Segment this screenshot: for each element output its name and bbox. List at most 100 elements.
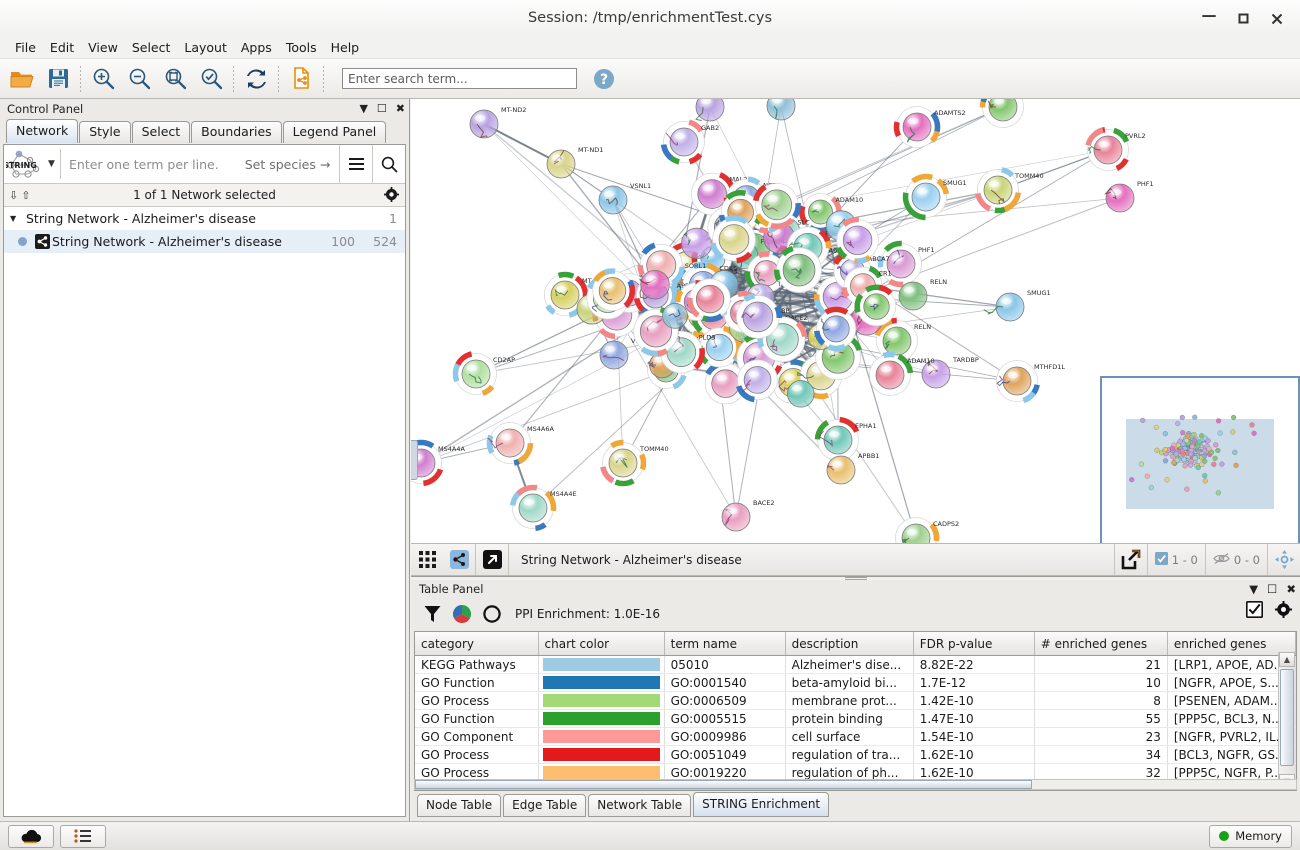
network-node[interactable]: MS4A6A bbox=[486, 422, 555, 466]
network-node[interactable]: MT-ND2 bbox=[979, 99, 1046, 128]
tab-string-enrichment[interactable]: STRING Enrichment bbox=[693, 792, 830, 817]
menu-view[interactable]: View bbox=[88, 40, 118, 55]
node-sphere[interactable] bbox=[711, 369, 740, 398]
network-item-row[interactable]: String Network - Alzheimer's disease 100… bbox=[4, 230, 405, 253]
chevron-down-icon[interactable]: ▼ bbox=[10, 214, 17, 223]
network-node[interactable] bbox=[736, 359, 778, 403]
network-node[interactable] bbox=[813, 306, 857, 352]
node-sphere[interactable] bbox=[1105, 183, 1135, 213]
node-sphere[interactable] bbox=[826, 455, 856, 485]
column-header-enriched-count[interactable]: # enriched genes bbox=[1034, 632, 1168, 656]
node-sphere[interactable] bbox=[823, 425, 853, 455]
fit-selected-icon[interactable] bbox=[193, 62, 229, 96]
network-nodes[interactable]: MT-ND2 MT-ND1 VSNL1 ADAMTS2 MT-ND2 PVRL2 TOMM4… bbox=[411, 99, 1154, 559]
menu-file[interactable]: File bbox=[15, 40, 36, 55]
node-sphere[interactable] bbox=[742, 301, 774, 333]
scrollbar-thumb[interactable] bbox=[415, 780, 1032, 789]
open-session-icon[interactable] bbox=[4, 62, 40, 96]
table-row[interactable]: GO Function GO:0001540 beta-amyloid bi... 1… bbox=[415, 673, 1296, 692]
network-node[interactable] bbox=[687, 278, 731, 323]
zoom-out-icon[interactable] bbox=[121, 62, 157, 96]
node-sphere[interactable] bbox=[518, 493, 548, 523]
network-node[interactable]: MS4A4E bbox=[509, 484, 577, 532]
chevron-down-icon[interactable]: ▼ bbox=[1249, 582, 1259, 596]
hamburger-icon[interactable] bbox=[339, 145, 372, 183]
network-node[interactable]: VSNL1 bbox=[598, 182, 651, 215]
menu-apps[interactable]: Apps bbox=[240, 40, 272, 55]
table-row[interactable]: KEGG Pathways 05010 Alzheimer's dise... 8.8… bbox=[415, 655, 1296, 674]
tab-style[interactable]: Style bbox=[79, 121, 131, 143]
annotation-arrow-icon[interactable] bbox=[476, 544, 508, 575]
network-node[interactable]: MTHFD1L bbox=[996, 360, 1066, 404]
help-icon[interactable]: ? bbox=[591, 66, 617, 92]
column-header-description[interactable]: description bbox=[785, 632, 914, 656]
node-sphere[interactable] bbox=[911, 182, 941, 212]
checkbox-checked-icon[interactable] bbox=[1246, 601, 1263, 621]
tab-legend-panel[interactable]: Legend Panel bbox=[282, 121, 387, 143]
network-node[interactable]: APBB1 bbox=[826, 452, 879, 485]
export-image-icon[interactable] bbox=[1115, 544, 1147, 575]
node-sphere[interactable] bbox=[721, 502, 751, 532]
node-sphere[interactable] bbox=[761, 189, 793, 221]
menu-layout[interactable]: Layout bbox=[184, 40, 227, 55]
node-sphere[interactable] bbox=[902, 112, 932, 142]
node-sphere[interactable] bbox=[640, 270, 670, 300]
network-node[interactable]: CD2AP bbox=[452, 351, 516, 396]
node-sphere[interactable] bbox=[882, 326, 912, 356]
network-node[interactable]: PVRL2 bbox=[766, 99, 819, 121]
network-node[interactable] bbox=[736, 293, 783, 339]
node-sphere[interactable] bbox=[822, 315, 850, 343]
network-overview-navigator[interactable] bbox=[1100, 376, 1300, 576]
column-header-chart-color[interactable]: chart color bbox=[538, 632, 665, 656]
menu-tools[interactable]: Tools bbox=[285, 40, 317, 55]
string-term-input[interactable]: Enter one term per line. Set species → bbox=[61, 145, 339, 183]
node-sphere[interactable] bbox=[495, 428, 525, 458]
search-icon[interactable] bbox=[372, 145, 405, 183]
export-network-icon[interactable] bbox=[283, 62, 319, 96]
node-sphere[interactable] bbox=[1002, 366, 1032, 396]
set-species-link[interactable]: Set species → bbox=[244, 156, 331, 172]
tab-network-table[interactable]: Network Table bbox=[588, 794, 692, 817]
node-sphere[interactable] bbox=[988, 99, 1018, 122]
zoom-in-icon[interactable] bbox=[85, 62, 121, 96]
node-sphere[interactable] bbox=[681, 227, 713, 259]
table-row[interactable]: GO Process GO:0019220 regulation of ph... 1… bbox=[415, 763, 1296, 782]
table-horizontal-scrollbar[interactable] bbox=[414, 779, 1297, 790]
network-node[interactable]: ADAMTS2 bbox=[893, 106, 966, 148]
network-node[interactable] bbox=[592, 268, 636, 312]
network-node[interactable]: TOMM40 bbox=[975, 167, 1044, 214]
node-sphere[interactable] bbox=[787, 380, 815, 408]
float-icon[interactable]: ☐ bbox=[1267, 582, 1278, 596]
close-icon[interactable]: ✖ bbox=[395, 102, 405, 115]
chevron-down-icon[interactable]: ▼ bbox=[48, 159, 55, 169]
gear-icon[interactable] bbox=[384, 187, 399, 205]
grid-layout-icon[interactable] bbox=[411, 544, 443, 575]
selected-nodes-status[interactable]: 1 - 0 bbox=[1148, 551, 1205, 568]
panel-resize-grip[interactable] bbox=[411, 440, 418, 480]
network-node[interactable]: RELN bbox=[898, 278, 947, 311]
network-node[interactable] bbox=[787, 380, 815, 408]
panel-split-grip[interactable] bbox=[845, 576, 867, 581]
memory-status-button[interactable]: Memory bbox=[1209, 824, 1292, 848]
network-node[interactable]: GAB2 bbox=[660, 119, 720, 165]
network-node[interactable]: ADAM10 bbox=[869, 351, 935, 396]
enrichment-table[interactable]: category chart color term name descripti… bbox=[414, 631, 1297, 791]
network-node[interactable]: APP bbox=[744, 251, 795, 293]
node-sphere[interactable] bbox=[598, 277, 627, 305]
node-sphere[interactable] bbox=[898, 281, 928, 311]
node-sphere[interactable] bbox=[599, 340, 629, 370]
hidden-nodes-status[interactable]: 0 - 0 bbox=[1206, 552, 1267, 568]
network-view-canvas[interactable]: MT-ND2 MT-ND1 VSNL1 ADAMTS2 MT-ND2 PVRL2 TOMM4… bbox=[411, 99, 1300, 577]
task-list-icon[interactable] bbox=[60, 824, 106, 848]
table-vertical-scrollbar[interactable]: ▲ ▼ bbox=[1278, 652, 1295, 789]
float-icon[interactable]: ☐ bbox=[376, 102, 387, 115]
column-header-enriched-genes[interactable]: enriched genes bbox=[1167, 632, 1296, 656]
hidden-eye-icon[interactable] bbox=[1213, 552, 1230, 568]
network-node[interactable]: TOMM40 bbox=[600, 439, 669, 487]
scrollbar-thumb[interactable] bbox=[1280, 669, 1294, 766]
node-sphere[interactable] bbox=[766, 99, 796, 121]
chevron-down-icon[interactable]: ▼ bbox=[359, 102, 368, 115]
search-input[interactable]: Enter search term... bbox=[342, 68, 577, 89]
maximize-icon[interactable] bbox=[1226, 4, 1260, 34]
gear-icon[interactable] bbox=[1275, 601, 1292, 621]
